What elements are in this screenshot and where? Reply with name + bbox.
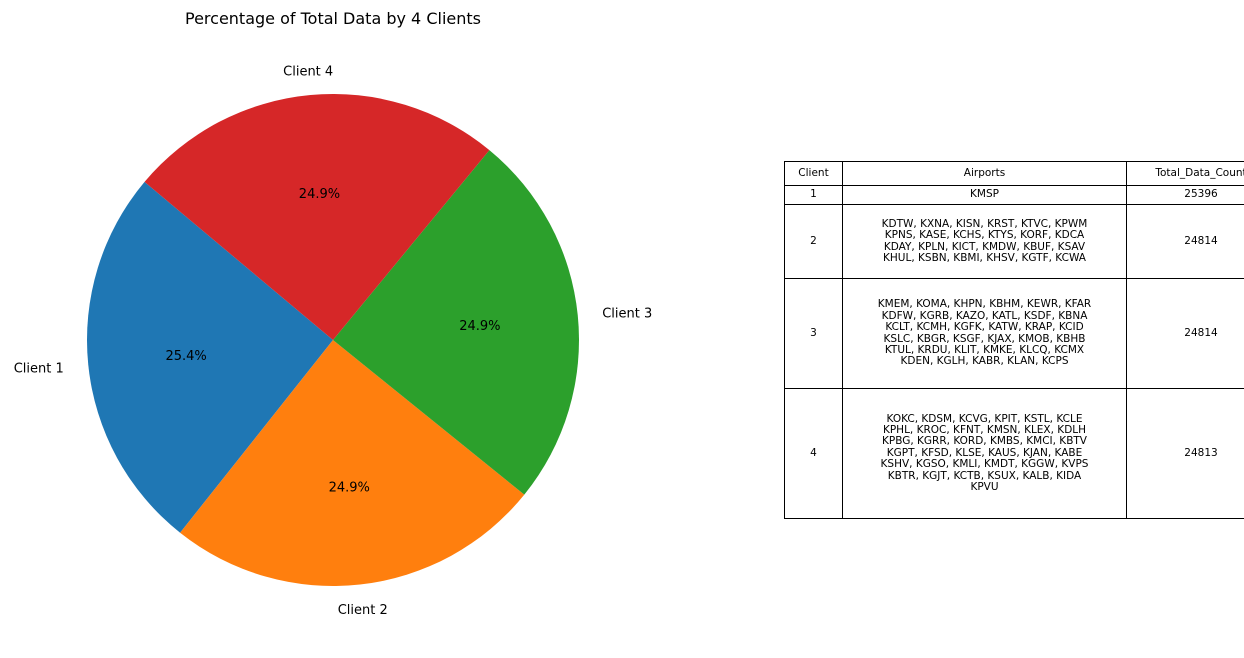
- table-row: 3 KMEM, KOMA, KHPN, KBHM, KEWR, KFAR KDFW,…: [784, 278, 1244, 389]
- table-row: 4 KOKC, KDSM, KCVG, KPIT, KSTL, KCLE KPHL,…: [784, 388, 1244, 519]
- airport-line: KPVU: [970, 481, 999, 494]
- cell-airports: KMEM, KOMA, KHPN, KBHM, KEWR, KFAR KDFW, …: [842, 278, 1127, 389]
- airport-line: KGPT, KFSD, KLSE, KAUS, KJAN, KABE: [886, 446, 1083, 459]
- chart-title: Percentage of Total Data by 4 Clients: [185, 9, 481, 28]
- airport-line: KSHV, KGSO, KMLI, KMDT, KGGW, KVPS: [880, 458, 1089, 471]
- slice-label-client-4: Client 4: [283, 65, 333, 80]
- cell-client: 2: [784, 204, 843, 279]
- client-airports-table: Client Airports Total_Data_Count 1 KMSP 25…: [784, 161, 1244, 519]
- table-header-row: Client Airports Total_Data_Count: [784, 161, 1244, 186]
- cell-total-data-count: 24813: [1126, 388, 1244, 519]
- table-row: 1 KMSP 25396: [784, 185, 1244, 205]
- airport-line: KPNS, KASE, KCHS, KTYS, KORF, KDCA: [884, 229, 1085, 242]
- slice-percent-client-2: 24.9%: [329, 481, 370, 496]
- pie-slice-client-2: [180, 340, 525, 586]
- airport-line: KCLT, KCMH, KGFK, KATW, KRAP, KCID: [885, 321, 1084, 334]
- airport-line: KDAY, KPLN, KICT, KMDW, KBUF, KSAV: [883, 240, 1086, 253]
- cell-client: 1: [784, 185, 843, 205]
- airport-line: KDEN, KGLH, KABR, KLAN, KCPS: [900, 355, 1069, 368]
- slice-percent-client-4: 24.9%: [299, 187, 340, 202]
- cell-total-data-count: 25396: [1126, 185, 1244, 205]
- cell-client: 4: [784, 388, 843, 519]
- airport-line: KDTW, KXNA, KISN, KRST, KTVC, KPWM: [881, 217, 1088, 230]
- airport-line: KBTR, KGJT, KCTB, KSUX, KALB, KIDA: [887, 469, 1082, 482]
- airport-line: KHUL, KSBN, KBMI, KHSV, KGTF, KCWA: [883, 251, 1086, 264]
- pie-slice-client-4: [144, 93, 490, 340]
- cell-client: 3: [784, 278, 843, 389]
- airport-line: KMSP: [970, 188, 999, 201]
- airport-line: KOKC, KDSM, KCVG, KPIT, KSTL, KCLE: [886, 412, 1083, 425]
- cell-airports: KDTW, KXNA, KISN, KRST, KTVC, KPWM KPNS, …: [842, 204, 1127, 279]
- cell-total-data-count: 24814: [1126, 204, 1244, 279]
- slice-label-client-1: Client 1: [14, 361, 64, 376]
- table-row: 2 KDTW, KXNA, KISN, KRST, KTVC, KPWM KPNS,…: [784, 204, 1244, 279]
- table-body: 1 KMSP 25396 2 KDTW, KXNA, KISN, KRST, KTVC,…: [784, 185, 1244, 519]
- header-total-data-count: Total_Data_Count: [1126, 161, 1244, 186]
- pie-labels: Client 1 25.4% Client 2 24.9% Client 3 24.9% C…: [14, 65, 653, 618]
- slice-label-client-3: Client 3: [602, 307, 652, 322]
- cell-airports: KMSP: [842, 185, 1127, 205]
- slice-percent-client-1: 25.4%: [165, 349, 206, 364]
- cell-total-data-count: 24814: [1126, 278, 1244, 389]
- slice-percent-client-3: 24.9%: [459, 319, 500, 334]
- cell-airports: KOKC, KDSM, KCVG, KPIT, KSTL, KCLE KPHL, …: [842, 388, 1127, 519]
- header-airports: Airports: [842, 161, 1127, 186]
- pie-slice-client-1: [86, 181, 334, 533]
- header-client: Client: [784, 161, 843, 186]
- airport-line: KPHL, KROC, KFNT, KMSN, KLEX, KDLH: [882, 423, 1087, 436]
- airport-line: KDFW, KGRB, KAZO, KATL, KSDF, KBNA: [881, 309, 1088, 322]
- airport-line: KMEM, KOMA, KHPN, KBHM, KEWR, KFAR: [877, 298, 1092, 311]
- pie-slice-client-3: [333, 150, 579, 495]
- pie-slices: [86, 93, 579, 586]
- airport-line: KSLC, KBGR, KSGF, KJAX, KMOB, KBHB: [883, 332, 1086, 345]
- airport-line: KTUL, KRDU, KLIT, KMKE, KLCQ, KCMX: [884, 343, 1085, 356]
- airport-line: KPBG, KGRR, KORD, KMBS, KMCI, KBTV: [881, 435, 1087, 448]
- slice-label-client-2: Client 2: [338, 603, 388, 618]
